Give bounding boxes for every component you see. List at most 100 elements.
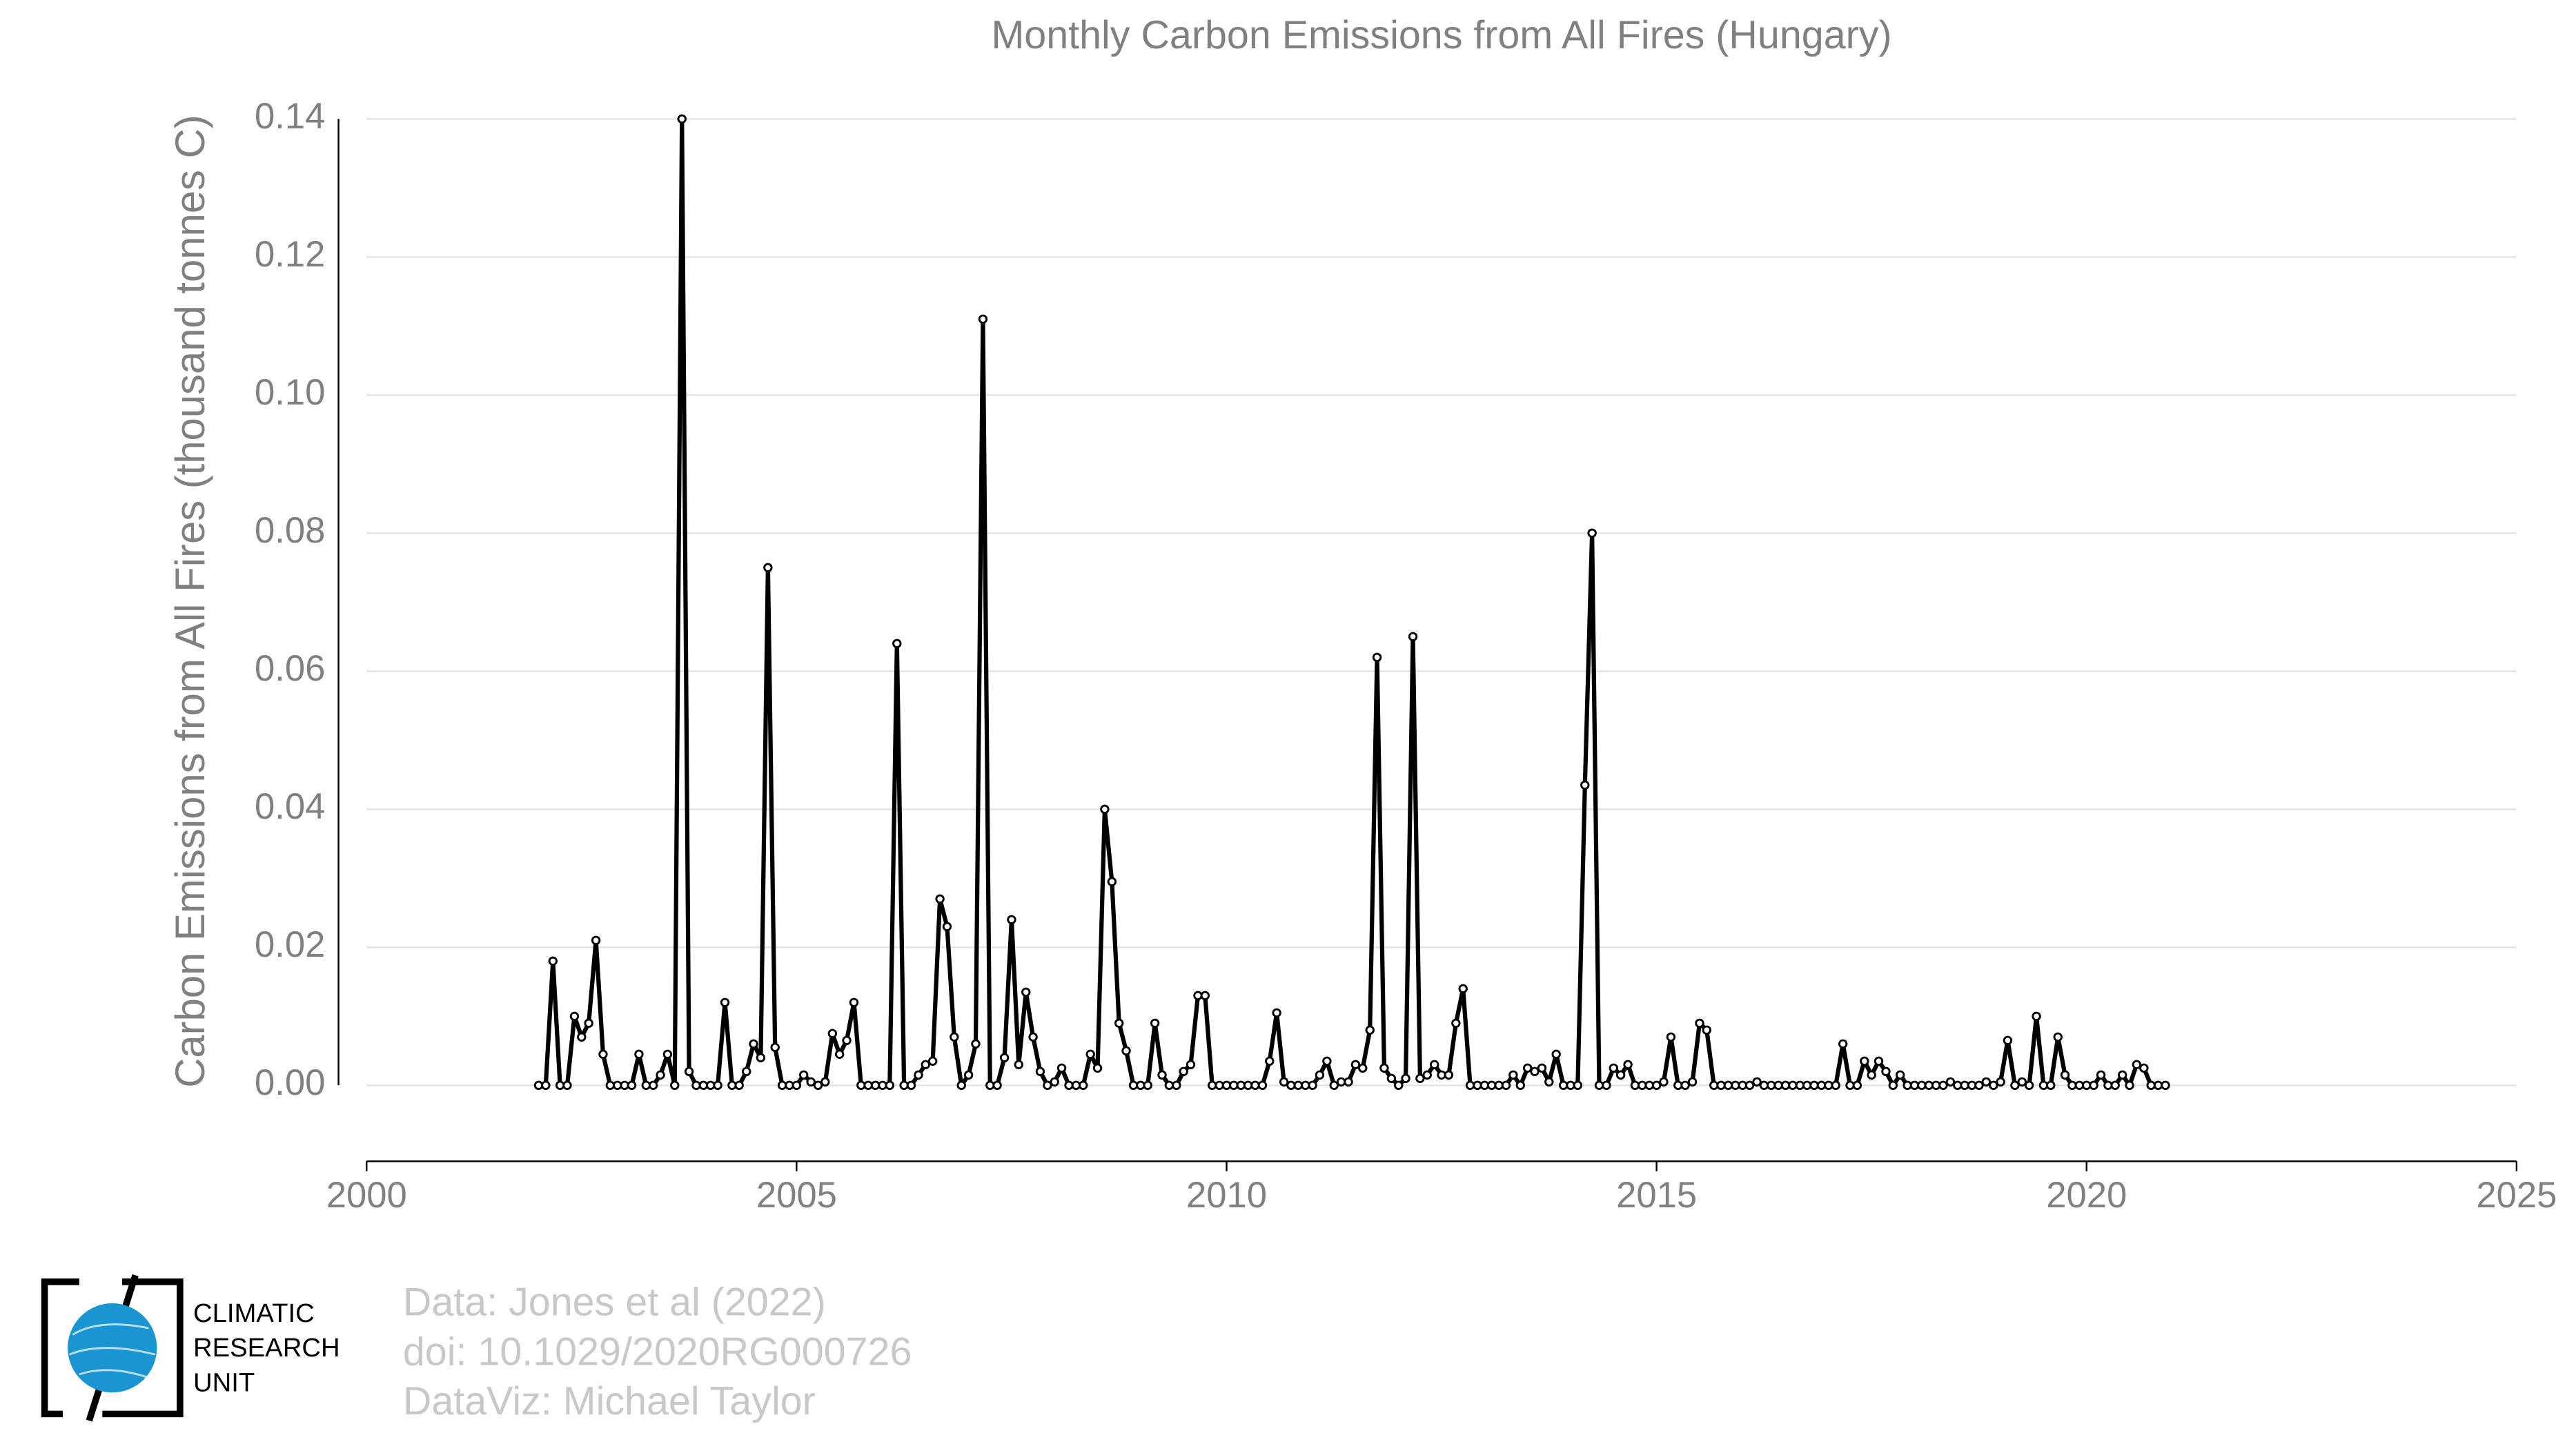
data-point (1056, 1063, 1067, 1073)
chart-title: Monthly Carbon Emissions from All Fires … (991, 13, 1891, 57)
data-point (935, 894, 945, 904)
data-point (1079, 1080, 1088, 1090)
data-point (1250, 1080, 1260, 1090)
data-point (1852, 1080, 1862, 1090)
data-point (942, 922, 952, 931)
data-point (1609, 1063, 1618, 1073)
data-point (584, 1018, 593, 1028)
data-point (885, 1080, 895, 1090)
data-point (2060, 1070, 2070, 1080)
data-point (1107, 877, 1117, 886)
data-point (670, 1080, 680, 1090)
data-point (1945, 1077, 1956, 1087)
data-point (1594, 1080, 1604, 1090)
logo-bracket (102, 1278, 184, 1418)
data-point (562, 1080, 572, 1090)
data-point (1050, 1077, 1059, 1087)
data-point (1021, 987, 1031, 997)
data-point (1573, 1080, 1583, 1090)
data-point (677, 114, 687, 124)
data-point (1085, 1049, 1095, 1059)
data-point (1035, 1067, 1045, 1076)
data-point (1981, 1077, 1991, 1087)
x-tick-label: 2005 (756, 1175, 837, 1216)
data-point (1386, 1073, 1397, 1083)
data-point (742, 1067, 751, 1076)
data-point (1157, 1070, 1167, 1080)
data-point (1615, 1070, 1626, 1080)
data-point (720, 997, 730, 1007)
data-point (1186, 1060, 1196, 1069)
data-point (2132, 1060, 2142, 1069)
data-point (634, 1049, 644, 1059)
data-point (1121, 1046, 1131, 1055)
data-point (1114, 1018, 1124, 1028)
data-point (756, 1053, 766, 1062)
data-point (892, 639, 902, 648)
data-point (1150, 1018, 1160, 1028)
series-line (538, 117, 2166, 1088)
logo-text: CLIMATIC (193, 1298, 315, 1328)
data-point (1336, 1077, 1346, 1087)
y-tick-label: 0.10 (255, 372, 325, 413)
y-tick-label: 0.02 (255, 924, 325, 965)
data-point (1458, 984, 1468, 993)
data-point (1744, 1080, 1755, 1090)
data-point (1465, 1080, 1475, 1090)
data-point (1501, 1080, 1511, 1090)
data-point (1974, 1080, 1984, 1090)
data-point (914, 1070, 923, 1080)
data-point (1788, 1080, 1798, 1090)
data-point (1415, 1073, 1425, 1083)
data-point (1544, 1077, 1554, 1087)
data-point (1917, 1080, 1927, 1090)
data-point (1265, 1056, 1275, 1066)
data-point (1344, 1077, 1353, 1087)
data-point (1358, 1063, 1368, 1073)
data-point (1350, 1060, 1361, 1069)
data-point (770, 1042, 780, 1052)
data-point (1996, 1077, 2005, 1087)
data-point (1938, 1080, 1948, 1090)
data-point (799, 1070, 809, 1080)
data-point (813, 1080, 823, 1090)
data-point (1229, 1080, 1239, 1090)
data-point (684, 1067, 694, 1076)
data-point (2161, 1080, 2170, 1090)
data-point (1723, 1080, 1733, 1090)
y-axis-label: Carbon Emissions from All Fires (thousan… (167, 115, 213, 1087)
data-point (1272, 1008, 1281, 1017)
data-point (691, 1080, 701, 1090)
data-point (963, 1070, 974, 1080)
y-tick-label: 0.14 (255, 96, 325, 137)
data-point (2153, 1080, 2163, 1090)
data-point (1874, 1056, 1884, 1066)
data-point (541, 1080, 551, 1090)
data-point (777, 1080, 787, 1090)
data-point (1551, 1049, 1561, 1059)
data-point (1379, 1063, 1389, 1073)
data-point (1100, 804, 1110, 814)
data-point (1831, 1080, 1840, 1090)
data-point (1530, 1067, 1540, 1076)
data-point (999, 1053, 1010, 1062)
y-tick-label: 0.08 (255, 510, 325, 551)
data-point (591, 935, 601, 945)
data-point (1430, 1060, 1439, 1069)
x-tick-label: 2025 (2476, 1175, 2557, 1216)
data-point (1315, 1070, 1325, 1080)
data-point (1451, 1018, 1461, 1028)
data-point (2046, 1080, 2056, 1090)
data-point (1329, 1080, 1339, 1090)
data-point (1172, 1080, 1181, 1090)
data-point (1508, 1070, 1518, 1080)
data-point (605, 1080, 615, 1090)
data-point (1602, 1080, 1611, 1090)
y-tick-label: 0.04 (255, 786, 325, 827)
data-point (2117, 1070, 2127, 1080)
data-point (1960, 1080, 1969, 1090)
data-point (1401, 1073, 1410, 1083)
data-point (1322, 1056, 1332, 1066)
